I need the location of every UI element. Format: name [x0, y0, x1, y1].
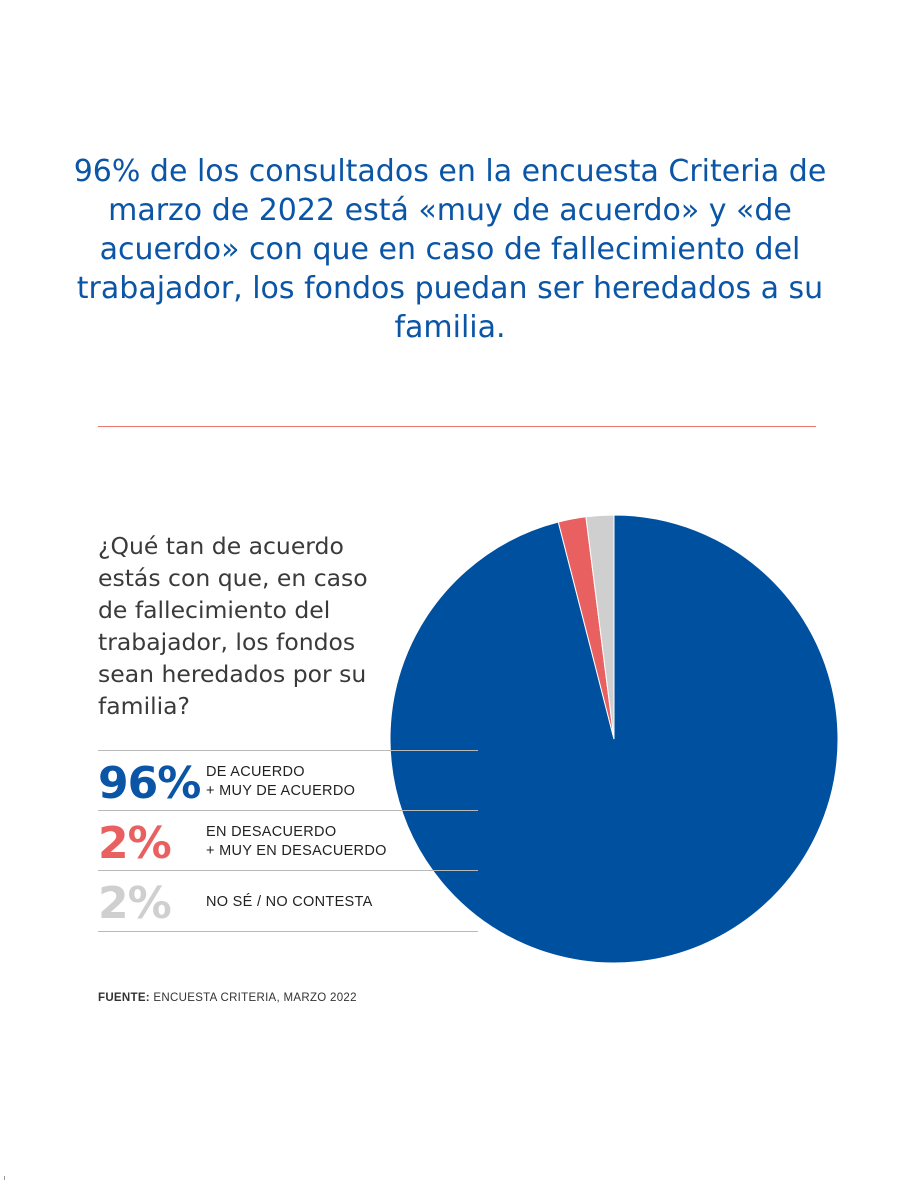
legend-row-disagree: 2% EN DESACUERDO + MUY EN DESACUERDO: [98, 810, 478, 871]
question-text: ¿Qué tan de acuerdo estás con que, en ca…: [98, 532, 368, 720]
source-label: FUENTE:: [98, 992, 150, 1004]
legend-label-agree-line2: + MUY DE ACUERDO: [206, 783, 356, 799]
legend-row-no-answer: 2% NO SÉ / NO CONTESTA: [98, 870, 478, 932]
legend-label-no-answer: NO SÉ / NO CONTESTA: [206, 893, 476, 912]
legend-label-disagree: EN DESACUERDO + MUY EN DESACUERDO: [206, 823, 476, 861]
page-mark: [4, 1176, 5, 1180]
legend-label-agree-line1: DE ACUERDO: [206, 764, 305, 780]
divider: [98, 426, 816, 427]
legend-label-agree: DE ACUERDO + MUY DE ACUERDO: [206, 763, 476, 801]
source-text: ENCUESTA CRITERIA, MARZO 2022: [149, 992, 357, 1004]
legend-row-agree: 96% DE ACUERDO + MUY DE ACUERDO: [98, 750, 478, 811]
legend-pct-no-answer: 2%: [98, 878, 172, 929]
legend-pct-agree: 96%: [98, 758, 201, 809]
headline: 96% de los consultados en la encuesta Cr…: [73, 154, 827, 345]
legend-label-no-answer-line1: NO SÉ / NO CONTESTA: [206, 894, 373, 910]
legend-label-disagree-line2: + MUY EN DESACUERDO: [206, 843, 387, 859]
legend-pct-disagree: 2%: [98, 818, 172, 869]
pie-slice-2: [585, 514, 615, 740]
source-note: FUENTE: ENCUESTA CRITERIA, MARZO 2022: [98, 992, 357, 1004]
legend-label-disagree-line1: EN DESACUERDO: [206, 824, 337, 840]
